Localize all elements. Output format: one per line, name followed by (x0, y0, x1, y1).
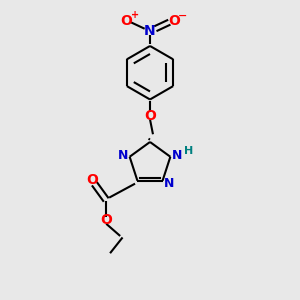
Text: N: N (144, 24, 156, 38)
Text: N: N (164, 177, 174, 190)
Text: N: N (172, 149, 182, 162)
Text: N: N (118, 149, 128, 162)
Text: H: H (184, 146, 194, 156)
Text: O: O (144, 109, 156, 123)
Text: O: O (86, 173, 98, 187)
Text: O: O (120, 14, 132, 28)
Text: −: − (177, 11, 187, 21)
Text: +: + (131, 11, 139, 20)
Text: O: O (168, 14, 180, 28)
Text: O: O (100, 213, 112, 227)
